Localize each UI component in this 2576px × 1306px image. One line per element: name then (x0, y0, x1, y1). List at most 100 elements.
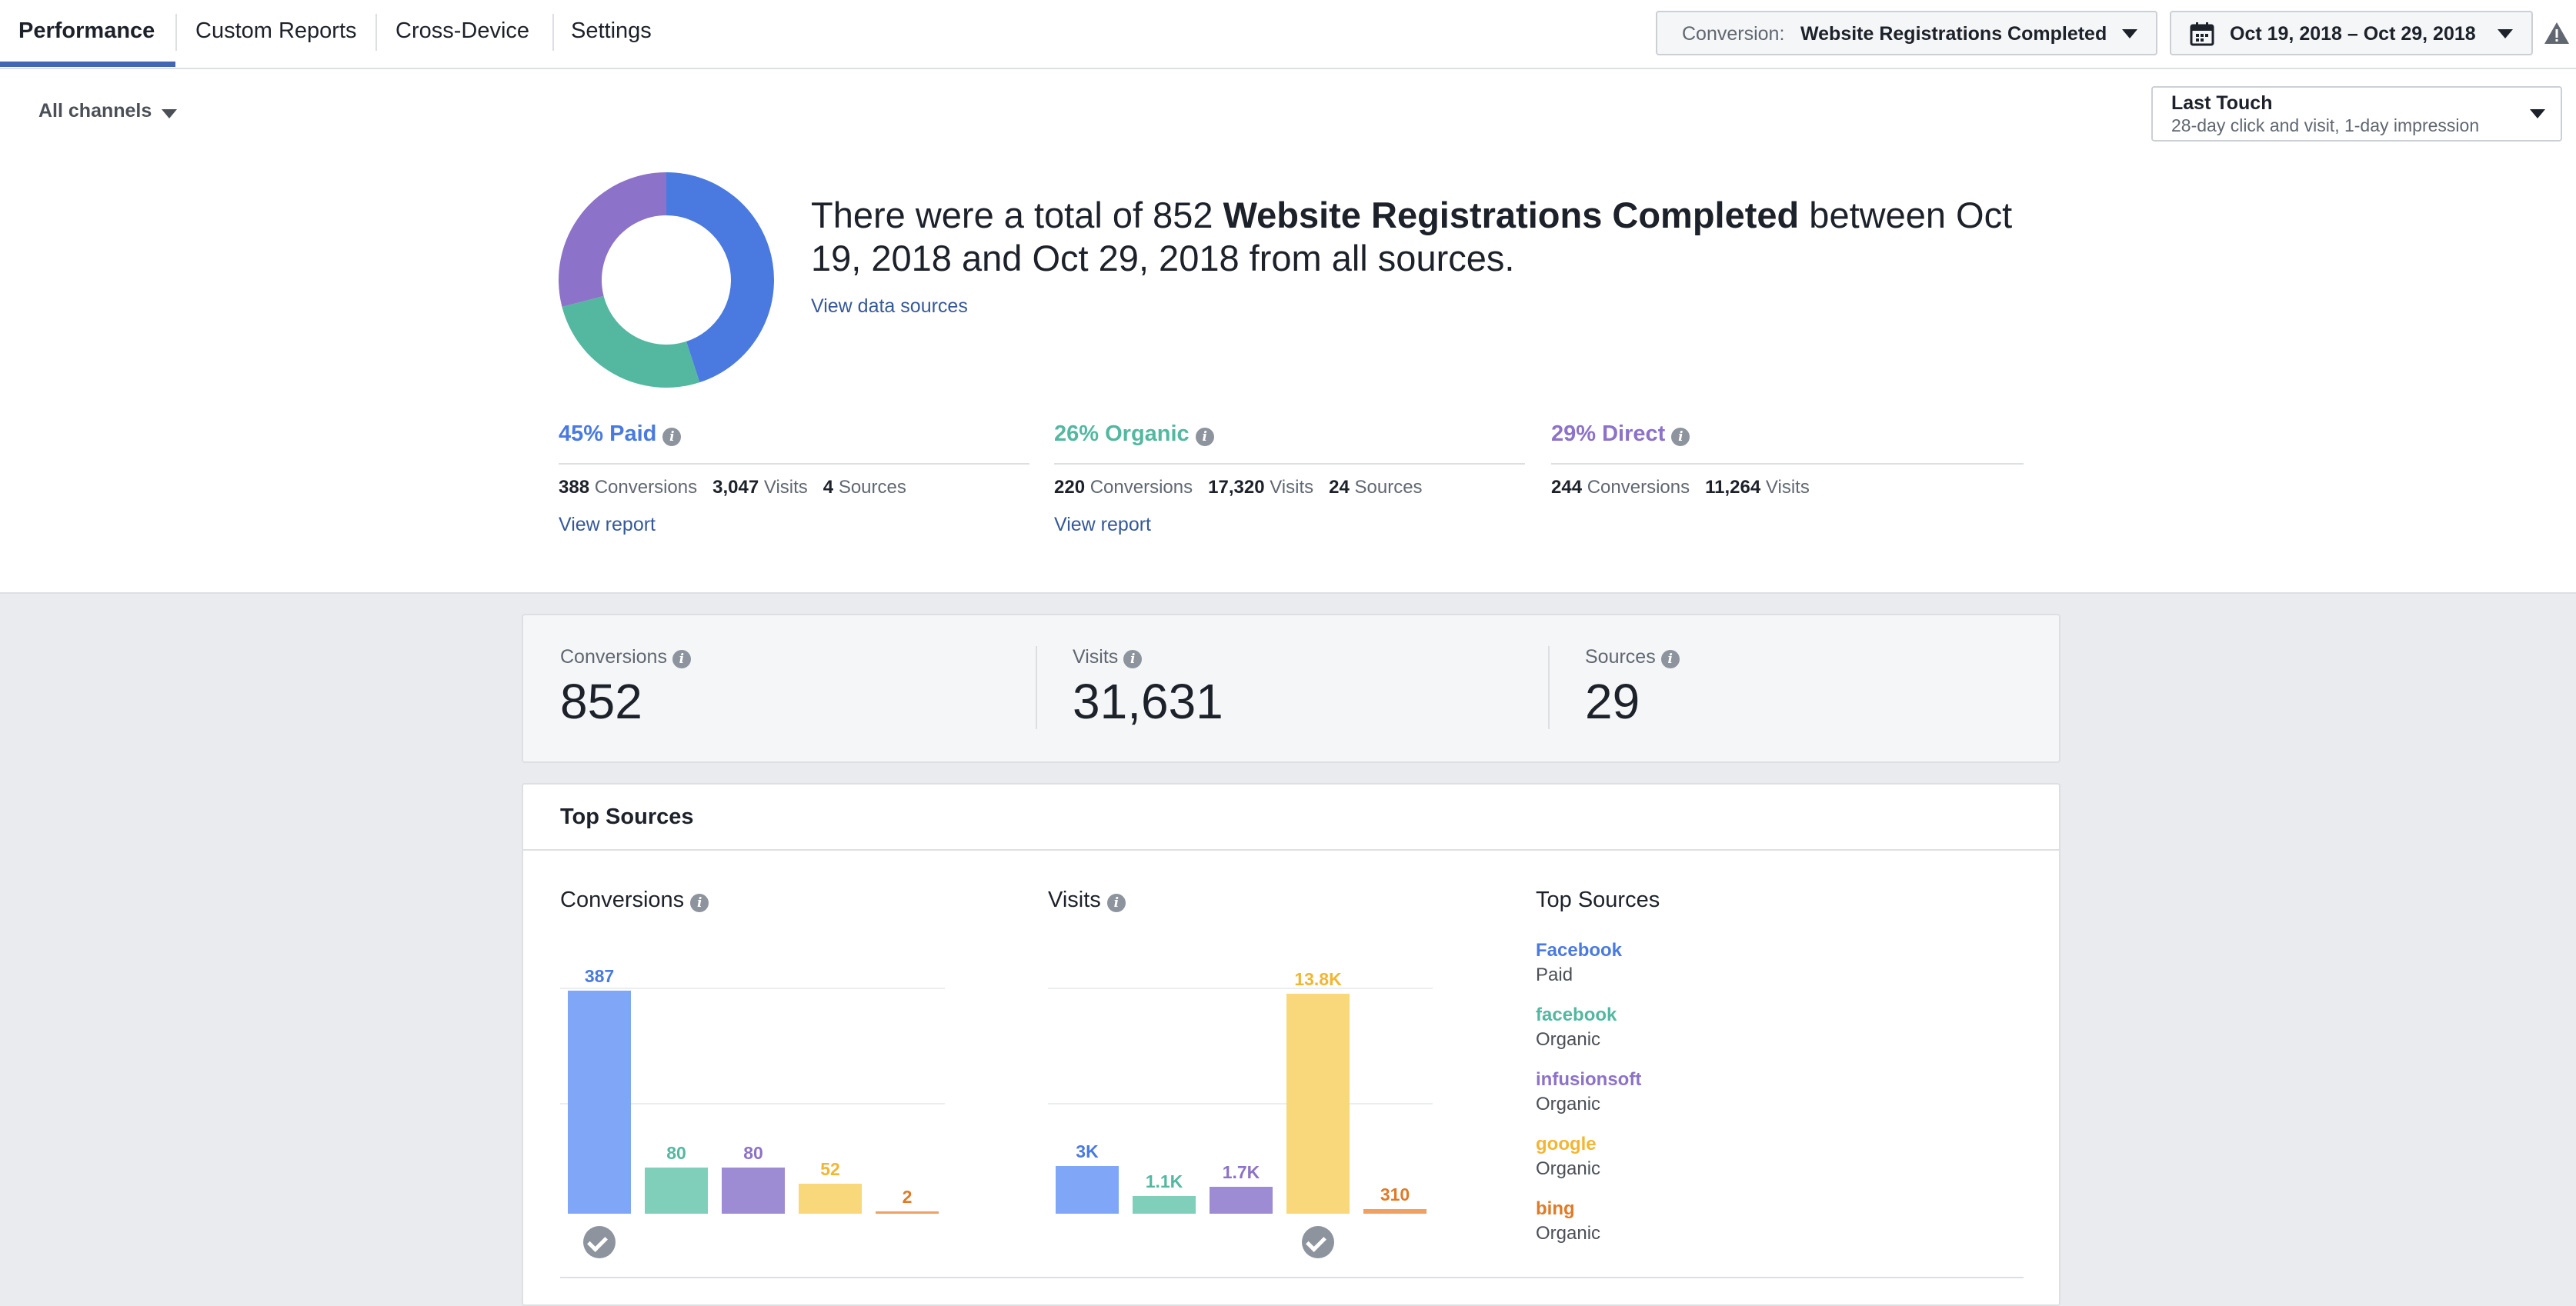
top-sources-card-title: Top Sources (560, 805, 694, 829)
metric-value: 31,631 (1073, 674, 1223, 729)
chart-gridline (560, 1103, 945, 1104)
visits-count: 17,320 (1208, 477, 1265, 498)
tab-settings[interactable]: Settings (571, 18, 652, 43)
metric-value: 29 (1585, 674, 1640, 729)
info-icon[interactable]: i (1660, 650, 1680, 668)
info-icon[interactable]: i (1106, 894, 1126, 912)
source-list-item: facebook Organic (1536, 1004, 1617, 1051)
chart-gridline (1048, 988, 1433, 989)
metrics-card: Conversions i 852 Visits i 31,631 Source… (522, 614, 2060, 763)
source-type: Organic (1536, 1158, 1601, 1179)
channel-divider (559, 463, 1029, 465)
source-name[interactable]: infusionsoft (1536, 1069, 1642, 1090)
tab-performance[interactable]: Performance (18, 18, 155, 43)
channel-donut-chart (559, 172, 774, 388)
conversions-count: 244 (1551, 477, 1583, 498)
visits-bar-chart: 3K 1.1K 1.7K 13.8K 310 (1048, 945, 1433, 1258)
chart-bar[interactable] (1363, 1208, 1426, 1214)
channels-filter[interactable]: All channels (38, 100, 177, 122)
visits-label: Visits (1765, 477, 1810, 498)
metric-label-text: Sources (1585, 646, 1656, 668)
source-name[interactable]: bing (1536, 1198, 1575, 1219)
metric-label-text: Conversions (560, 646, 667, 668)
chart-bar[interactable] (1286, 994, 1350, 1214)
chart-bar[interactable] (1133, 1196, 1196, 1214)
conversions-count: 220 (1054, 477, 1086, 498)
info-icon[interactable]: i (1671, 428, 1690, 446)
metric-conversions: Conversions i 852 (560, 646, 691, 730)
chart-bar[interactable] (645, 1168, 708, 1214)
section-divider (0, 592, 2576, 594)
warning-icon[interactable] (2544, 22, 2570, 45)
bar-value-label: 80 (666, 1143, 686, 1163)
channel-paid: 45% Paid i 388 Conversions 3,047 Visits … (559, 421, 1029, 545)
conversion-value: Website Registrations Completed (1800, 23, 2107, 45)
verified-check-icon (583, 1226, 616, 1258)
attribution-dropdown[interactable]: Last Touch 28-day click and visit, 1-day… (2151, 86, 2562, 142)
top-panel (0, 0, 2576, 592)
source-list-item: infusionsoft Organic (1536, 1069, 1641, 1115)
bar-value-label: 2 (902, 1187, 913, 1207)
bar-value-label: 310 (1380, 1184, 1410, 1204)
source-name[interactable]: facebook (1536, 1004, 1617, 1025)
tab-separator (552, 14, 554, 51)
info-icon[interactable]: i (1195, 428, 1214, 446)
top-sources-card: Top Sources Conversions i 387 80 80 52 2 Vis… (522, 783, 2060, 1306)
sources-label: Sources (838, 477, 906, 498)
date-range-dropdown[interactable]: Oct 19, 2018 – Oct 29, 2018 (2170, 11, 2533, 55)
channel-title: 26% Organic i (1054, 421, 1214, 447)
info-icon[interactable]: i (672, 650, 691, 668)
sources-label: Sources (1354, 477, 1423, 498)
source-name[interactable]: Facebook (1536, 940, 1623, 961)
sources-count: 24 (1329, 477, 1350, 498)
view-report-link[interactable]: View report (559, 514, 656, 535)
conversions-label: Conversions (1089, 477, 1193, 498)
chart-bar[interactable] (568, 990, 631, 1214)
conversion-dropdown[interactable]: Conversion: Website Registrations Comple… (1656, 11, 2157, 55)
metric-value: 852 (560, 674, 642, 729)
metric-label-text: Visits (1073, 646, 1119, 668)
channel-title: 45% Paid i (559, 421, 682, 447)
conversions-label: Conversions (594, 477, 698, 498)
chart-title-text: Conversions (560, 888, 685, 912)
view-report-link[interactable]: View report (1054, 514, 1151, 535)
channel-divider (1551, 463, 2024, 465)
tab-cross-device[interactable]: Cross-Device (395, 18, 530, 43)
channel-title-text: 45% Paid (559, 421, 657, 446)
chart-bar[interactable] (799, 1184, 862, 1214)
conversions-bar-chart: 387 80 80 52 2 (560, 945, 945, 1258)
bar-value-label: 52 (820, 1159, 840, 1179)
calendar-icon (2190, 22, 2214, 46)
tab-divider (0, 68, 2576, 69)
channel-organic: 26% Organic i 220 Conversions 17,320 Vis… (1054, 421, 1525, 545)
conversions-label: Conversions (1587, 477, 1690, 498)
bar-value-label: 1.1K (1145, 1171, 1183, 1192)
info-icon[interactable]: i (690, 894, 709, 912)
summary-prefix: There were a total of 852 (811, 195, 1223, 235)
summary-suffix: between Oct (1799, 195, 2013, 235)
channel-title-text: 26% Organic (1054, 421, 1190, 446)
metric-label: Sources i (1585, 646, 1680, 668)
channel-stats: 220 Conversions 17,320 Visits 24 Sources (1054, 477, 1423, 498)
source-type: Paid (1536, 965, 1573, 985)
source-type: Organic (1536, 1094, 1601, 1114)
summary-conversion-name: Website Registrations Completed (1223, 195, 1800, 235)
info-icon[interactable]: i (1123, 650, 1143, 668)
tab-separator (375, 14, 377, 51)
metric-sources: Sources i 29 (1585, 646, 1680, 730)
chart-gridline (560, 988, 945, 989)
chart-bar[interactable] (1056, 1165, 1119, 1214)
source-name[interactable]: google (1536, 1134, 1597, 1154)
bar-value-label: 387 (584, 965, 615, 986)
active-tab-indicator (0, 62, 175, 67)
bar-value-label: 1.7K (1222, 1161, 1260, 1182)
card-header-divider (523, 849, 2059, 851)
chart-bar[interactable] (722, 1168, 785, 1214)
chart-bar[interactable] (1210, 1186, 1273, 1214)
tab-custom-reports[interactable]: Custom Reports (195, 18, 357, 43)
view-data-sources-link[interactable]: View data sources (811, 295, 968, 317)
bar-value-label: 13.8K (1294, 969, 1342, 990)
info-icon[interactable]: i (662, 428, 682, 446)
chart-bar[interactable] (876, 1211, 939, 1214)
visits-label: Visits (763, 477, 808, 498)
